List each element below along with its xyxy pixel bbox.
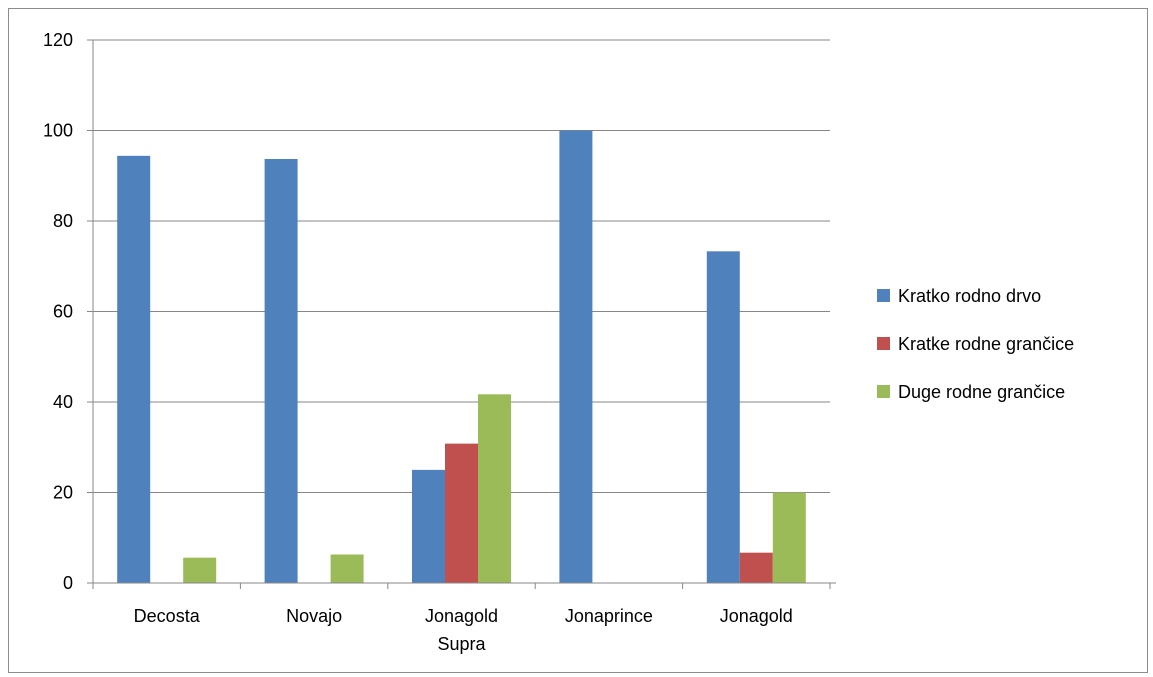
y-tick-label: 60 [53,302,73,322]
bar [559,130,593,583]
bar [772,492,806,583]
bar [183,557,217,583]
y-tick-labels: 0 20 40 60 80 100 120 [43,30,73,593]
legend-label: Kratke rodne grančice [898,334,1074,354]
legend-swatch [877,385,890,398]
x-tick-labels: Decosta Novajo Jonagold Supra Jonaprince Jona… [134,606,793,654]
y-tick-label: 40 [53,392,73,412]
legend-swatch [877,337,890,350]
x-tick-label: Jonagold [720,606,793,626]
x-tick-label: Decosta [134,606,201,626]
x-tick-label: Supra [437,634,486,654]
legend: Kratko rodno drvo Kratke rodne grančice Du… [877,286,1074,402]
bar [445,443,478,583]
bar [478,394,511,583]
axes [87,39,836,589]
bar [330,554,364,583]
y-tick-label: 80 [53,211,73,231]
bar [264,159,298,583]
x-tick-label: Jonaprince [565,606,653,626]
bar [412,469,445,583]
x-tick-label: Jonagold [425,606,498,626]
y-tick-label: 20 [53,483,73,503]
bars [117,130,806,583]
y-tick-label: 120 [43,30,73,50]
legend-label: Kratko rodno drvo [898,286,1041,306]
y-tick-label: 0 [63,573,73,593]
legend-swatch [877,289,890,302]
legend-label: Duge rodne grančice [898,382,1065,402]
bar [739,552,773,583]
y-tick-label: 100 [43,121,73,141]
bar [117,155,151,583]
x-tick-label: Novajo [286,606,342,626]
bar [706,251,740,583]
